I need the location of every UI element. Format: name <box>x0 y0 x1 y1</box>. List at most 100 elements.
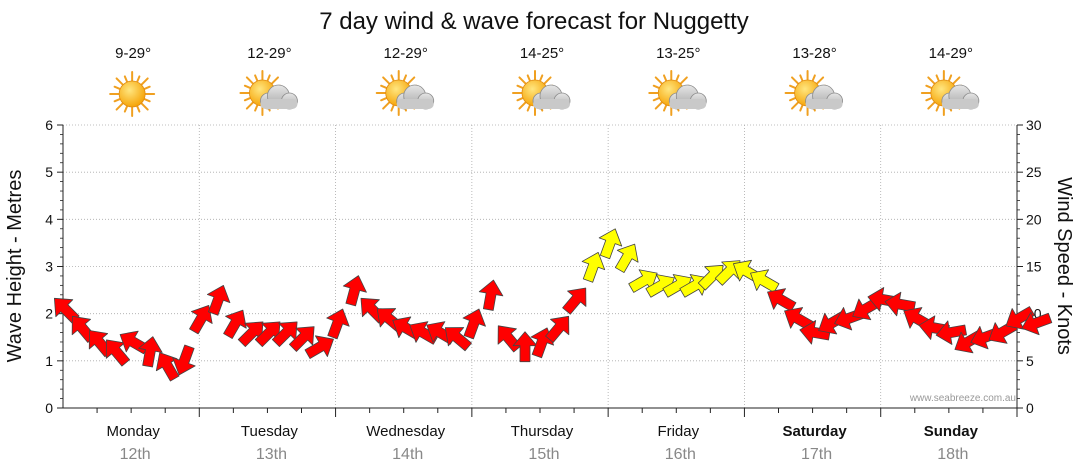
grid-lines <box>63 124 1017 408</box>
wind-arrow <box>545 315 570 343</box>
left-tick-label: 6 <box>45 117 53 133</box>
sun-ray <box>927 101 936 110</box>
cloud-shape <box>941 84 980 110</box>
date-label: 12th <box>120 446 151 463</box>
left-tick-label: 2 <box>45 306 53 322</box>
sun-ray <box>526 74 532 82</box>
day-label: Tuesday <box>241 423 298 440</box>
day-label: Sunday <box>924 423 979 440</box>
temperature-label: 12-29° <box>247 45 291 62</box>
sun-ray <box>402 74 407 82</box>
wind-arrow <box>935 320 967 345</box>
sun-ray <box>935 74 940 82</box>
sun-ray <box>935 104 940 112</box>
sunny-icon <box>109 71 156 117</box>
sun-ray <box>811 74 816 82</box>
sun-ray <box>406 76 416 85</box>
cloud-base <box>260 99 298 109</box>
partly-cloudy-icon <box>920 70 980 116</box>
sun-ray <box>516 96 524 102</box>
date-label: 18th <box>937 446 968 463</box>
date-label: 17th <box>801 446 832 463</box>
wind-arrow <box>172 344 196 376</box>
wind-arrow <box>189 305 213 335</box>
sun-ray <box>654 101 664 110</box>
sun-ray <box>652 96 661 102</box>
sun-ray <box>516 84 524 90</box>
sun-ray <box>140 102 149 111</box>
day-label: Saturday <box>782 423 847 440</box>
sun-ray <box>136 105 141 113</box>
wind-arrow <box>714 260 741 286</box>
sun-ray <box>526 104 532 112</box>
sun-ray <box>791 101 800 110</box>
temperature-label: 13-28° <box>792 45 836 62</box>
left-tick-label: 4 <box>45 211 53 227</box>
sun-ray <box>679 76 688 85</box>
weather-row: 9-29° 12-29° 12-29° 14-25° 13-25° 13-28° 14-29… <box>109 45 980 117</box>
wind-arrow <box>138 336 163 368</box>
left-axis-title: Wave Height - Metres <box>4 170 26 363</box>
cloud-base <box>941 99 979 109</box>
sun-ray <box>380 84 388 90</box>
sun-ray <box>143 85 151 91</box>
wind-arrow <box>799 320 831 345</box>
wind-arrow <box>444 327 472 352</box>
cloud-shape <box>532 84 571 110</box>
sun-ray <box>136 75 141 83</box>
right-tick-label: 20 <box>1026 211 1042 227</box>
sun-ray <box>663 104 668 112</box>
date-label: 14th <box>392 446 423 463</box>
sun-ray <box>799 104 804 112</box>
cloud-base <box>669 99 707 109</box>
sun-ray <box>115 102 124 111</box>
wind-arrow <box>614 243 639 273</box>
wind-arrow <box>409 321 439 345</box>
sun-ray <box>789 84 797 90</box>
wind-arrows <box>53 228 1053 382</box>
wind-arrow <box>598 228 623 260</box>
sun-ray <box>815 76 825 85</box>
cloud-base <box>805 99 843 109</box>
sun-disc <box>118 80 146 108</box>
sun-ray <box>663 74 668 82</box>
sun-ray <box>925 96 933 102</box>
axes: 0123456051015202530Monday12thTuesday13th… <box>45 117 1042 463</box>
date-label: 16th <box>665 446 696 463</box>
temperature-label: 9-29° <box>115 45 151 62</box>
sun-ray <box>382 101 391 110</box>
day-label: Monday <box>106 423 160 440</box>
sun-ray <box>113 97 122 103</box>
wind-arrow <box>581 252 606 283</box>
chart-title: 7 day wind & wave forecast for Nuggetty <box>319 8 749 35</box>
day-label: Friday <box>657 423 699 440</box>
sun-ray <box>799 74 804 82</box>
wind-arrow <box>1021 311 1053 336</box>
sun-ray <box>543 76 552 85</box>
sun-ray <box>123 75 129 83</box>
sun-ray <box>390 104 395 112</box>
sun-ray <box>927 76 936 85</box>
partly-cloudy-icon <box>512 70 571 116</box>
temperature-label: 14-29° <box>929 45 973 62</box>
wind-arrow <box>342 275 367 307</box>
cloud-shape <box>668 84 707 110</box>
sun-ray <box>789 96 797 102</box>
sun-ray <box>538 74 544 82</box>
sun-ray <box>390 74 395 82</box>
sun-ray <box>380 96 388 102</box>
left-tick-label: 5 <box>45 164 53 180</box>
sun-ray <box>143 97 151 103</box>
partly-cloudy-icon <box>375 70 435 116</box>
sun-ray <box>518 101 527 110</box>
wind-arrow <box>562 287 587 315</box>
sun-ray <box>245 76 255 85</box>
cloud-shape <box>805 84 843 110</box>
sun-ray <box>245 101 255 110</box>
sun-ray <box>115 77 124 86</box>
watermark: www.seabreeze.com.au <box>909 393 1016 404</box>
sun-ray <box>947 74 953 82</box>
sun-ray <box>654 76 664 85</box>
sun-ray <box>925 84 933 90</box>
